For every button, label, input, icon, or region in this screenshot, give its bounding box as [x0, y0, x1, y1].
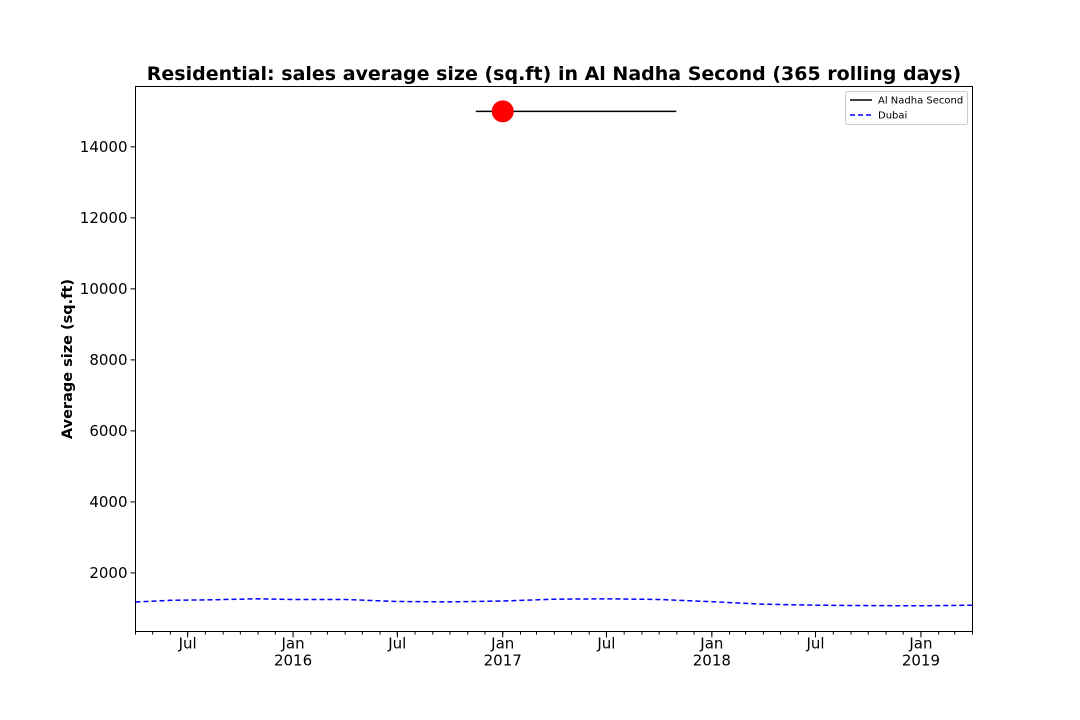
- chart-title: Residential: sales average size (sq.ft) …: [147, 63, 961, 85]
- x-tick-label-2: Jul: [387, 635, 406, 653]
- y-tick-label-2: 6000: [89, 422, 127, 440]
- x-tick-year-1: 2016: [274, 652, 312, 670]
- y-tick-label-1: 4000: [89, 493, 127, 511]
- series-marker-0: [491, 100, 514, 123]
- x-tick-label-6: Jul: [805, 635, 824, 653]
- x-tick-label-7: Jan: [908, 635, 932, 653]
- y-axis-ticks: 2000 4000 6000 8000 10000 12000 14000: [80, 138, 136, 582]
- x-tick-label-4: Jul: [596, 635, 615, 653]
- legend-box: [845, 91, 968, 125]
- legend: Al Nadha Second Dubai: [845, 91, 968, 125]
- x-tick-year-7: 2019: [902, 652, 940, 670]
- y-tick-label-5: 12000: [80, 209, 128, 227]
- y-tick-label-3: 8000: [89, 351, 127, 369]
- x-tick-year-5: 2018: [693, 652, 731, 670]
- plot-area: [135, 86, 973, 632]
- y-tick-label-0: 2000: [89, 564, 127, 582]
- x-tick-label-5: Jan: [699, 635, 723, 653]
- series-line-1: [135, 598, 973, 607]
- x-tick-label-1: Jan: [280, 635, 304, 653]
- x-tick-year-3: 2017: [484, 652, 522, 670]
- y-tick-label-6: 14000: [80, 138, 128, 156]
- x-tick-label-0: Jul: [178, 635, 197, 653]
- y-tick-label-4: 10000: [80, 280, 128, 298]
- series-layer: [135, 100, 973, 607]
- x-tick-label-3: Jan: [490, 635, 514, 653]
- y-axis-label: Average size (sq.ft): [60, 279, 76, 439]
- legend-label-dubai: Dubai: [878, 111, 907, 122]
- legend-label-al-nadha-second: Al Nadha Second: [878, 96, 963, 107]
